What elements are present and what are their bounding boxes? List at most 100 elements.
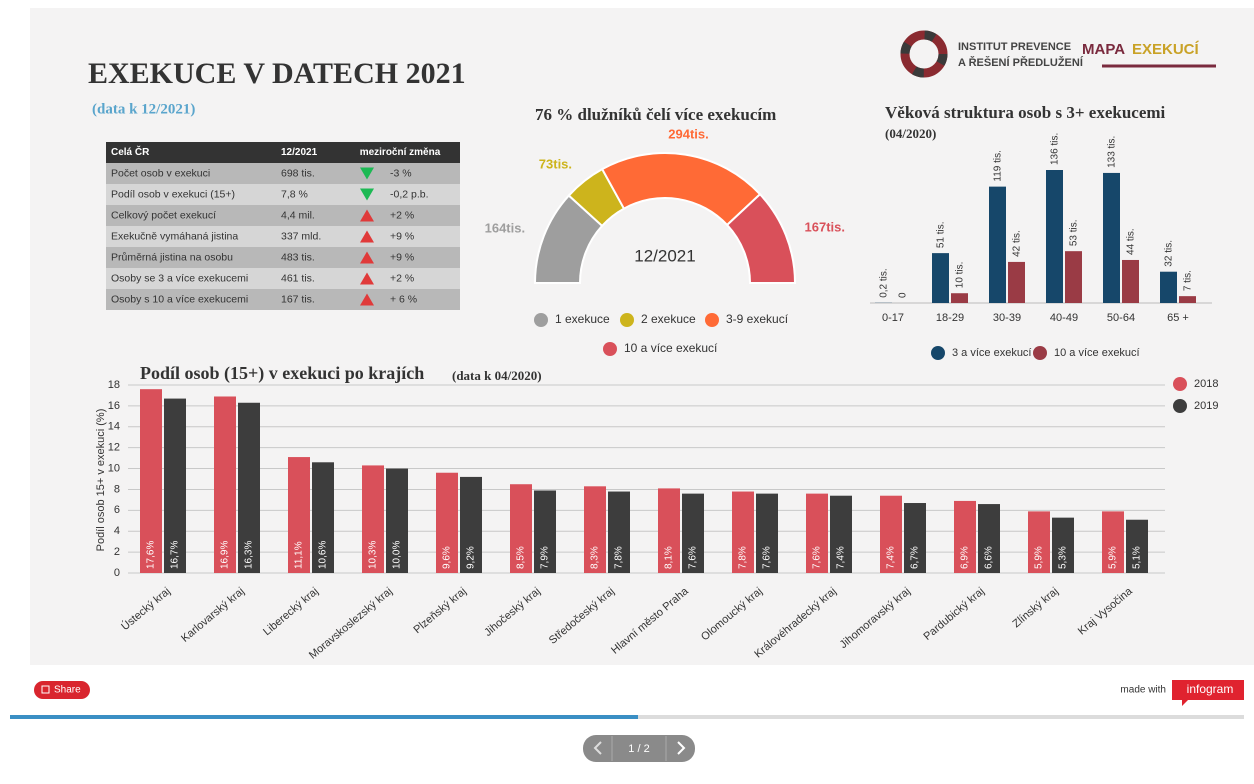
chart-subtitle: (data k 04/2020) <box>452 368 542 383</box>
bar-value-label: 10 tis. <box>955 262 966 289</box>
legend-label: 3-9 exekucí <box>726 312 789 326</box>
pager-prev[interactable] <box>593 741 602 755</box>
bar <box>312 462 334 573</box>
bar <box>1122 259 1139 303</box>
legend-label: 10 a více exekucí <box>1054 347 1140 359</box>
legend-label: 2018 <box>1194 378 1218 390</box>
bar <box>214 396 236 573</box>
bar-value-label: 17,6% <box>146 541 157 569</box>
table-cell: -3 % <box>390 167 412 179</box>
table-header: 12/2021 <box>281 147 318 158</box>
bar <box>510 484 532 573</box>
y-tick-label: 4 <box>114 525 120 537</box>
infogram-link[interactable]: infogram <box>1172 680 1244 706</box>
pager-next[interactable] <box>677 741 686 755</box>
y-tick-label: 6 <box>114 504 120 516</box>
table-cell: Podíl osob v exekuci (15+) <box>111 188 235 200</box>
bar-value-label: 16,7% <box>170 541 181 569</box>
legend-swatch <box>705 313 719 327</box>
table-cell: Celkový počet exekucí <box>111 209 216 221</box>
table-cell: 698 tis. <box>281 167 315 179</box>
table-cell: 483 tis. <box>281 251 315 263</box>
x-tick-label: 40-49 <box>1050 312 1078 324</box>
share-button[interactable]: Share <box>34 681 90 699</box>
chart-subtitle: (04/2020) <box>885 126 936 141</box>
bar <box>1126 519 1148 573</box>
bar <box>732 491 754 573</box>
pager: 1 / 2 <box>583 735 695 762</box>
bar <box>1102 511 1124 573</box>
table-cell: +9 % <box>390 251 414 263</box>
y-tick-label: 8 <box>114 483 120 495</box>
bar-value-label: 51 tis. <box>936 221 947 248</box>
logo: INSTITUT PREVENCE A ŘEŠENÍ PŘEDLUŽENÍ MA… <box>900 30 1216 78</box>
bar-value-label: 5,1% <box>1132 546 1143 569</box>
bar-value-label: 7,6% <box>762 546 773 569</box>
table-cell: Osoby s 10 a více exekucemi <box>111 293 248 305</box>
made-with: made with <box>1120 685 1166 696</box>
progress-track <box>638 715 1244 719</box>
bar-value-label: 7 tis. <box>1183 270 1194 291</box>
pager-bg <box>583 735 695 762</box>
progress-bar <box>10 715 638 719</box>
table-cell: Osoby se 3 a více exekucemi <box>111 272 248 284</box>
y-tick-label: 10 <box>108 462 120 474</box>
chart-title: Podíl osob (15+) v exekuci po krajích <box>140 363 424 384</box>
brand-text: EXEKUCÍ <box>1132 41 1200 58</box>
trend-arrow <box>360 188 374 201</box>
bar-value-label: 7,6% <box>812 546 823 569</box>
bar <box>288 457 310 573</box>
bar-value-label: 42 tis. <box>1012 230 1023 257</box>
bar <box>951 293 968 303</box>
legend-label: 10 a více exekucí <box>624 341 718 355</box>
bar-value-label: 0 <box>898 292 909 298</box>
table-cell: Exekučně vymáhaná jistina <box>111 230 238 242</box>
bar <box>954 500 976 573</box>
logo-text: A ŘEŠENÍ PŘEDLUŽENÍ <box>958 56 1084 69</box>
bar-value-label: 16,9% <box>220 541 231 569</box>
bar-value-label: 7,4% <box>836 546 847 569</box>
infogram-label[interactable]: infogram <box>1187 682 1234 696</box>
legend-swatch <box>1033 346 1047 360</box>
bar <box>1008 261 1025 303</box>
bar-value-label: 5,9% <box>1108 546 1119 569</box>
bar-value-label: 133 tis. <box>1107 136 1118 168</box>
legend-label: 3 a více exekucí <box>952 347 1032 359</box>
table-cell: 337 mld. <box>281 230 321 242</box>
bar-value-label: 7,8% <box>738 546 749 569</box>
bar <box>534 490 556 573</box>
bar-value-label: 16,3% <box>244 541 255 569</box>
pager-label: 1 / 2 <box>628 743 649 755</box>
trend-arrow <box>360 272 374 285</box>
brand-text: MAPA <box>1082 41 1125 58</box>
trend-arrow <box>360 230 374 243</box>
legend-label: 1 exekuce <box>555 312 610 326</box>
bar-value-label: 6,6% <box>984 546 995 569</box>
y-tick-label: 16 <box>108 400 120 412</box>
legend-label: 2019 <box>1194 400 1218 412</box>
chart-title: 76 % dlužníků čelí více exekucím <box>535 105 776 124</box>
bar <box>806 493 828 573</box>
donut-value-label: 73tis. <box>539 157 572 172</box>
bar <box>932 253 949 303</box>
bar-value-label: 7,9% <box>540 546 551 569</box>
bar <box>460 476 482 573</box>
bar-value-label: 44 tis. <box>1126 228 1137 255</box>
table-cell: Počet osob v exekuci <box>111 167 210 179</box>
table-cell: 461 tis. <box>281 272 315 284</box>
bar <box>658 488 680 573</box>
infogram-badge[interactable] <box>1172 680 1244 706</box>
bar-value-label: 10,3% <box>368 541 379 569</box>
share-label[interactable]: Share <box>54 685 81 696</box>
y-tick-label: 12 <box>108 442 120 454</box>
bar-value-label: 5,9% <box>1034 546 1045 569</box>
bar-value-label: 7,4% <box>886 546 897 569</box>
page-title: EXEKUCE V DATECH 2021 <box>88 57 466 90</box>
trend-arrow <box>360 209 374 222</box>
legend-swatch <box>1173 399 1187 413</box>
donut-segment <box>725 192 797 284</box>
legend-label: 2 exekuce <box>641 312 696 326</box>
trend-arrow <box>360 251 374 264</box>
bar-value-label: 5,3% <box>1058 546 1069 569</box>
y-tick-label: 2 <box>114 546 120 558</box>
